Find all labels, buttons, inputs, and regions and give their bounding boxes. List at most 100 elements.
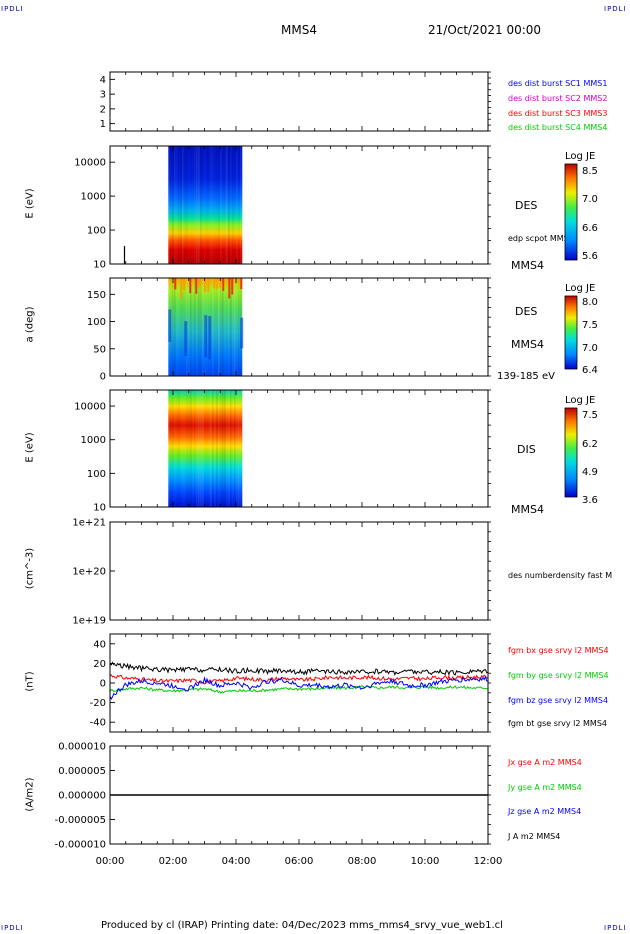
dis-spectrogram-fill-stripe: [202, 390, 204, 507]
dis-spectrogram-fill-stripe: [204, 390, 205, 507]
des-spectrogram-fill-stripe: [234, 146, 235, 264]
colorbar-1: [564, 163, 578, 261]
y-tick-label: 1: [100, 119, 106, 130]
pitch-angle-streak: [180, 278, 183, 299]
des-spectrogram-fill-stripe: [200, 146, 202, 264]
legend-j: J A m2 MMS4: [508, 832, 561, 841]
panel-frame-2: [109, 145, 489, 265]
y-tick-label: 20: [93, 659, 106, 670]
pitch-angle-streak: [204, 278, 207, 293]
x-tick-label: 04:00: [222, 856, 251, 867]
corner-mark-top-right: IPDLI: [604, 5, 627, 13]
des-spectrogram-fill-stripe: [232, 146, 234, 264]
dis-spectrogram-fill-stripe: [170, 390, 172, 507]
des-spectrogram-fill-stripe: [176, 146, 178, 264]
pitch-angle-fill-stripe: [200, 278, 202, 376]
des-spectrogram-fill-stripe: [174, 146, 176, 264]
panel3-energy-label: 139-185 eV: [497, 371, 555, 382]
des-spectrogram-fill-stripe: [184, 146, 186, 264]
legend-bx: fgm bx gse srvy l2 MMS4: [508, 646, 609, 655]
colorbar3-tick: 4.9: [582, 467, 598, 478]
legend-burst-mms3: des dist burst SC3 MMS3: [508, 109, 608, 118]
corner-mark-bottom-right: IPDLI: [604, 924, 627, 932]
y-tick-label: 10: [93, 260, 106, 271]
legend-burst-mms4: des dist burst SC4 MMS4: [508, 123, 608, 132]
des-spectrogram-fill-stripe: [196, 146, 198, 264]
pitch-angle-fill-stripe: [220, 278, 222, 376]
dis-spectrogram-fill-stripe: [182, 390, 184, 507]
des-spectrogram-fill-stripe: [228, 146, 230, 264]
des-spectrogram-fill-stripe: [236, 146, 238, 264]
legend-jx: Jx gse A m2 MMS4: [508, 758, 582, 767]
panel3-spacecraft-label: MMS4: [511, 338, 544, 351]
dis-spectrogram-fill-stripe: [240, 390, 242, 507]
y-tick-label: 0: [100, 679, 106, 690]
x-tick-label: 08:00: [348, 856, 377, 867]
legend-numberdensity: des numberdensity fast M: [508, 571, 613, 580]
des-spectrogram-fill-stripe: [238, 146, 239, 264]
dis-spectrogram-fill-stripe: [196, 390, 198, 507]
dis-spectrogram-fill-stripe: [226, 390, 228, 507]
x-tick-label: 02:00: [159, 856, 188, 867]
y-tick-label: 40: [93, 639, 106, 650]
panel-frame-6: [109, 633, 489, 733]
y-tick-label: 50: [93, 344, 106, 355]
des-spectrogram-fill-stripe: [208, 146, 209, 264]
pitch-angle-fill-stripe: [226, 278, 227, 376]
des-spectrogram-fill-stripe: [182, 146, 184, 264]
pitch-angle-streak: [240, 317, 244, 349]
dis-spectrogram-fill-stripe: [222, 390, 224, 507]
dis-spectrogram-fill-stripe: [238, 390, 240, 507]
y-tick-label: 0.000010: [58, 742, 106, 753]
y-tick-label: 4: [100, 75, 106, 86]
pitch-angle-fill-stripe: [176, 278, 177, 376]
panel2-scpot-label: edp scpot MMS4: [508, 234, 574, 243]
pitch-angle-streak: [207, 278, 210, 292]
des-spectrogram-fill-stripe: [240, 146, 242, 264]
dis-spectrogram-fill-stripe: [216, 390, 218, 507]
des-spectrogram-fill-stripe: [186, 146, 188, 264]
des-spectrogram-fill-stripe: [230, 146, 232, 264]
corner-mark-top-left: IPDLI: [1, 5, 24, 13]
y-tick-label: 0.000000: [58, 791, 106, 802]
des-spectrogram-fill-stripe: [202, 146, 203, 264]
colorbar1-tick: 8.5: [582, 166, 598, 177]
y-tick-label: 100: [87, 469, 106, 480]
pitch-angle-streak: [168, 309, 172, 342]
dis-spectrogram-fill-stripe: [220, 390, 222, 507]
dis-spectrogram-fill: [168, 390, 243, 507]
date-title: 21/Oct/2021 00:00: [428, 23, 542, 37]
y-tick-label: 2: [100, 104, 106, 115]
colorbar2-tick: 7.0: [582, 343, 598, 354]
colorbar1-tick: 5.6: [582, 251, 598, 262]
y-tick-label: 1e+21: [72, 518, 106, 529]
pitch-angle-streak: [208, 316, 212, 360]
des-spectrogram-fill-stripe: [198, 146, 200, 264]
panel2-instrument-label: DES: [515, 199, 538, 212]
panel3-instrument-label: DES: [515, 305, 538, 318]
y-tick-label: 10: [93, 503, 106, 514]
dis-spectrogram-fill-stripe: [214, 390, 216, 507]
colorbar2-tick: 7.5: [582, 320, 598, 331]
des-spectrogram-fill-stripe: [170, 146, 171, 264]
colorbar3-tick: 3.6: [582, 495, 598, 506]
pitch-angle-streak: [228, 278, 231, 299]
pitch-angle-streak: [174, 278, 177, 290]
legend-burst-mms2: des dist burst SC2 MMS2: [508, 94, 608, 103]
y-tick-label: -0.000005: [55, 815, 106, 826]
des-spectrogram-fill-stripe: [224, 146, 225, 264]
pitch-angle-fill-stripe: [178, 278, 179, 376]
pitch-angle-fill-stripe: [230, 278, 232, 376]
dis-spectrogram-fill-stripe: [230, 390, 232, 507]
x-tick-label: 06:00: [285, 856, 314, 867]
des-spectrogram-fill-stripe: [222, 146, 223, 264]
pitch-angle-fill-stripe: [224, 278, 225, 376]
colorbar1-tick: 6.6: [582, 223, 598, 234]
spacecraft-title: MMS4: [281, 23, 317, 37]
dis-spectrogram-fill-stripe: [172, 390, 174, 507]
y-tick-label: -40: [90, 718, 106, 729]
pitch-angle-fill-stripe: [218, 278, 220, 376]
bfield-series-by: [109, 684, 489, 695]
colorbar1-title: Log JE: [565, 151, 596, 162]
